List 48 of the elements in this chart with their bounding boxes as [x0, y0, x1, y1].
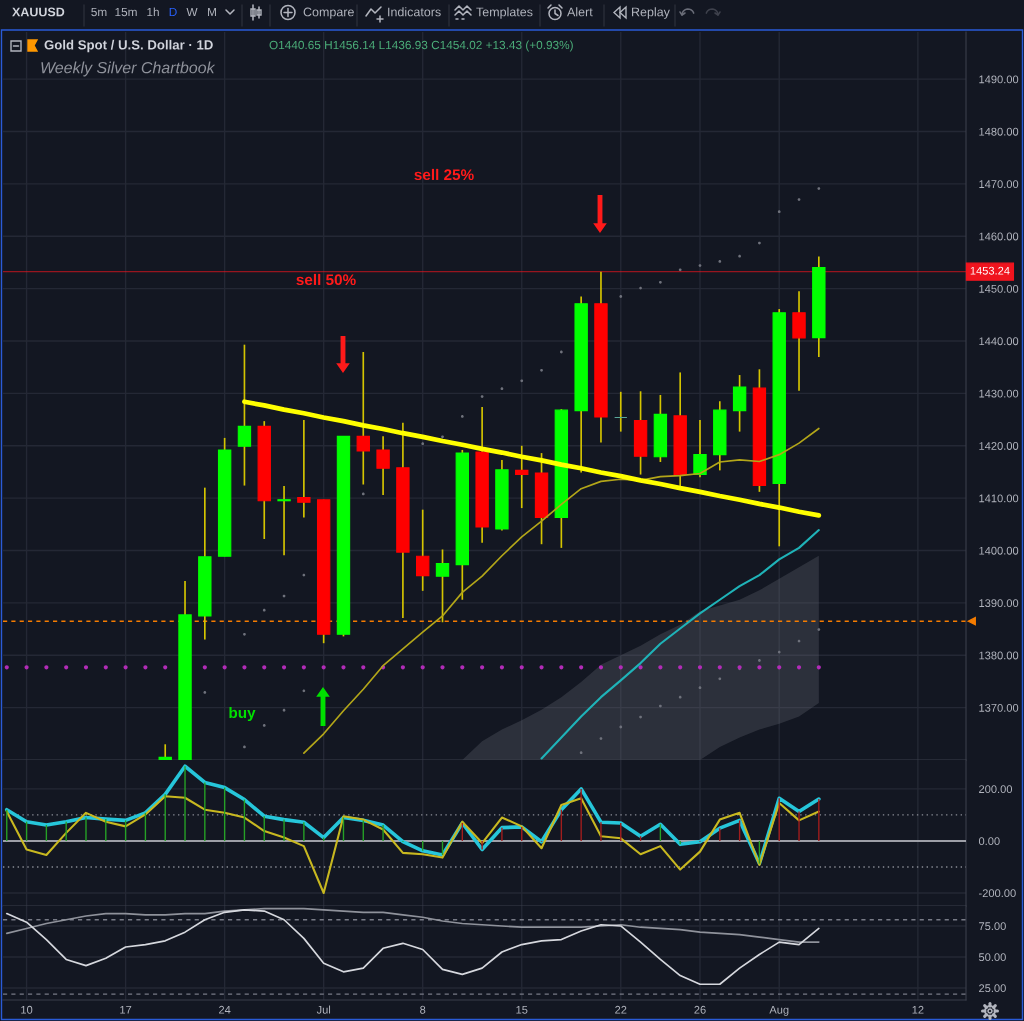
- ref-line-label: 1453.24: [970, 266, 1010, 275]
- text: 1h: [147, 7, 159, 17]
- x-tick-label: 22: [615, 1005, 627, 1014]
- y-tick-label: 1480.00: [979, 127, 1019, 136]
- x-tick-label: 8: [420, 1005, 426, 1014]
- text: Alert: [567, 7, 593, 17]
- y-tick-label: 200.00: [979, 785, 1013, 794]
- x-tick-label: 26: [694, 1005, 706, 1014]
- x-tick-label: 15: [516, 1005, 528, 1014]
- y-tick-label: 25.00: [979, 984, 1006, 993]
- text: Replay: [632, 7, 670, 19]
- y-tick-label: 1450.00: [979, 284, 1019, 293]
- y-tick-label: 1460.00: [979, 232, 1019, 241]
- annotation: sell 25%: [414, 168, 474, 181]
- annotation: buy: [229, 706, 256, 722]
- y-tick-label: 1440.00: [979, 337, 1019, 346]
- text: 15m: [115, 7, 137, 17]
- x-tick-label: 10: [21, 1005, 33, 1014]
- y-tick-label: 75.00: [979, 922, 1006, 931]
- y-tick-label: 1400.00: [979, 546, 1019, 555]
- text: Compare: [303, 7, 354, 19]
- x-tick-label: Aug: [769, 1005, 789, 1016]
- y-tick-label: -200.00: [978, 889, 1016, 898]
- y-tick-label: 0.00: [978, 837, 1000, 846]
- x-tick-label: 17: [120, 1005, 132, 1014]
- x-tick-label: Jul: [316, 1005, 331, 1014]
- y-tick-label: 1490.00: [979, 75, 1019, 84]
- y-tick-label: 1380.00: [979, 651, 1019, 660]
- text: Gold Spot / U.S. Dollar · 1D: [44, 39, 213, 53]
- text: W: [186, 7, 198, 17]
- x-tick-label: 24: [219, 1005, 231, 1014]
- text: Templates: [476, 7, 533, 19]
- annotation: Weekly Silver Chartbook: [41, 61, 216, 77]
- y-tick-label: 1370.00: [979, 703, 1019, 712]
- y-tick-label: 1470.00: [979, 180, 1019, 189]
- annotation: sell 50%: [296, 273, 356, 286]
- y-tick-label: 1390.00: [979, 599, 1019, 608]
- y-tick-label: 1430.00: [979, 389, 1019, 398]
- y-tick-label: 1420.00: [979, 442, 1019, 450]
- text: M: [208, 7, 216, 17]
- text: Indicators: [388, 7, 441, 17]
- y-tick-label: 1410.00: [979, 494, 1019, 503]
- text: O1440.65 H1456.14 L1436.93 C1454.02 +13.43 (+0.93%): [269, 40, 573, 52]
- y-tick-label: 50.00: [978, 953, 1006, 962]
- text: D: [169, 7, 177, 17]
- text: 5m: [91, 7, 107, 17]
- x-tick-label: 12: [912, 1005, 924, 1014]
- text: XAUUSD: [12, 7, 65, 17]
